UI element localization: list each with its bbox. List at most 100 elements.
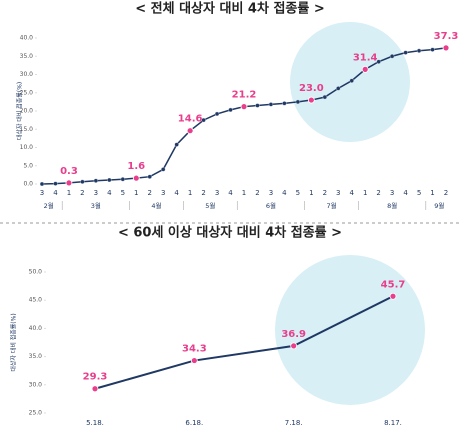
marker: [161, 167, 166, 172]
x-tick-label: 5.18.: [86, 419, 104, 427]
y-tick-label: 0.0: [23, 181, 33, 188]
x-tick-label: 3: [94, 189, 98, 197]
marker: [147, 174, 152, 179]
marker: [307, 96, 315, 104]
x-tick-label: 4: [282, 189, 287, 197]
y-tick-label: 35.0: [29, 353, 43, 360]
x-tick-label: 4: [53, 189, 58, 197]
month-label: 4월: [151, 201, 161, 210]
x-tick-label: 1: [67, 189, 71, 197]
marker: [268, 102, 274, 107]
x-tick-label: 4: [228, 189, 233, 197]
value-label: 45.7: [381, 279, 406, 290]
y-axis-label: 대상자 대비 접종률(%): [16, 82, 24, 140]
y-tick-label: 10.0: [20, 144, 34, 151]
x-tick-label: 3: [269, 189, 273, 197]
marker: [107, 177, 112, 183]
value-label: 31.4: [353, 52, 378, 63]
x-tick-label: 5: [417, 189, 421, 197]
value-label: 21.2: [232, 90, 257, 101]
x-tick-label: 1: [430, 189, 434, 197]
x-tick-label: 4: [107, 189, 112, 197]
marker: [132, 174, 140, 182]
month-label: 3월: [91, 201, 101, 210]
x-tick-label: 2: [80, 189, 84, 197]
y-tick-label: 35.0: [20, 53, 34, 60]
marker: [120, 177, 125, 182]
marker: [336, 86, 341, 91]
value-label: 23.0: [299, 83, 324, 94]
marker: [174, 142, 179, 147]
y-tick-label: 30.0: [29, 381, 43, 388]
marker: [190, 357, 198, 364]
marker: [376, 59, 381, 64]
x-tick-label: 3: [215, 189, 219, 197]
marker: [389, 54, 395, 59]
x-tick-label: 4: [174, 189, 179, 197]
y-tick-label: 25.0: [20, 89, 34, 96]
marker: [255, 103, 260, 108]
x-tick-label: 2: [323, 189, 327, 197]
x-tick-label: 1: [242, 189, 246, 197]
y-tick-label: 40.0: [20, 35, 34, 42]
y-tick-label: 30.0: [20, 71, 34, 78]
x-tick-label: 4: [349, 189, 354, 197]
x-tick-label: 1: [134, 189, 138, 197]
marker: [361, 65, 369, 73]
y-tick-label: 5.0: [23, 162, 33, 169]
marker: [389, 292, 397, 300]
value-label: 14.6: [178, 114, 203, 125]
marker: [201, 117, 206, 123]
value-label: 0.3: [60, 166, 78, 177]
x-tick-label: 5: [296, 189, 300, 197]
x-tick-label: 2: [147, 189, 151, 197]
value-label: 1.6: [127, 161, 145, 172]
x-tick-label: 2: [376, 189, 380, 197]
marker: [295, 99, 301, 105]
chart-title: < 전체 대상자 대비 4차 접종률 >: [135, 1, 325, 17]
x-tick-label: 3: [336, 189, 340, 197]
marker: [403, 50, 408, 55]
marker: [80, 179, 85, 184]
marker: [186, 127, 194, 135]
x-tick-label: 1: [188, 189, 192, 197]
marker: [214, 111, 220, 117]
y-axis-label: 대상자 대비 접종률(%): [10, 313, 18, 371]
y-tick-label: 45.0: [29, 297, 43, 304]
x-tick-label: 2: [201, 189, 205, 197]
y-tick-label: 15.0: [20, 126, 34, 133]
marker: [240, 103, 248, 111]
x-tick-label: 3: [161, 189, 165, 197]
marker: [416, 48, 422, 53]
y-tick-label: 20.0: [20, 108, 34, 115]
marker: [91, 385, 99, 393]
x-tick-label: 2: [255, 189, 259, 197]
x-tick-label: 5: [121, 189, 125, 197]
marker: [228, 107, 233, 113]
month-label: 6월: [266, 201, 276, 210]
marker: [93, 178, 99, 183]
value-label: 34.3: [182, 344, 207, 355]
marker: [282, 101, 287, 106]
x-tick-label: 2: [444, 189, 448, 197]
x-tick-label: 4: [403, 189, 408, 197]
marker: [39, 181, 45, 187]
value-label: 36.9: [281, 329, 306, 340]
marker: [349, 78, 354, 83]
marker: [430, 47, 435, 52]
month-label: 5월: [205, 201, 215, 210]
value-label: 37.3: [434, 31, 459, 42]
x-tick-label: 6.18.: [185, 419, 203, 427]
y-tick-label: 25.0: [29, 410, 43, 417]
x-tick-label: 3: [40, 189, 44, 197]
y-tick-label: 40.0: [29, 325, 43, 332]
chart-title: < 60세 이상 대상자 대비 4차 접종률 >: [118, 225, 342, 241]
month-label: 2월: [44, 201, 54, 210]
marker: [290, 342, 298, 350]
marker: [322, 94, 327, 100]
y-tick-label: 50.0: [29, 269, 43, 276]
value-label: 29.3: [83, 372, 108, 383]
marker: [442, 44, 450, 52]
x-tick-label: 7.18.: [285, 419, 303, 427]
